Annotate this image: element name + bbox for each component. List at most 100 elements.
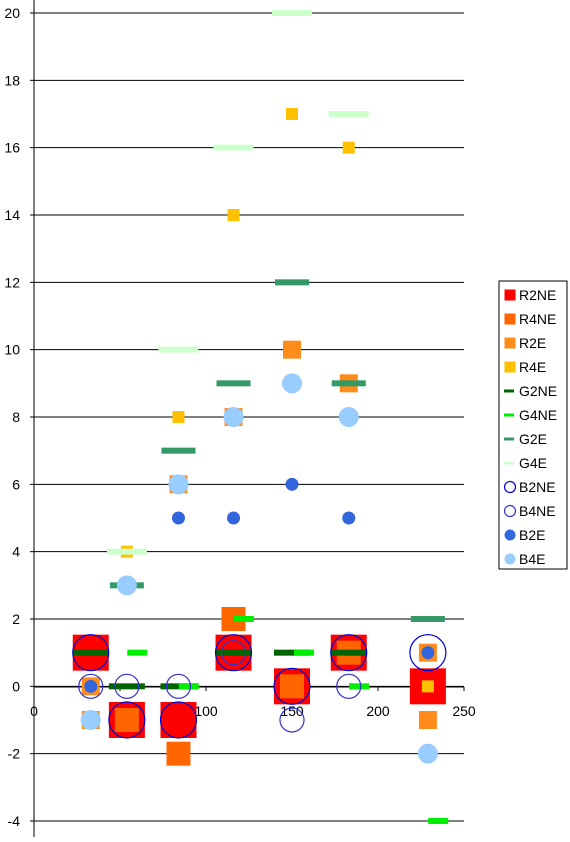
legend-swatch	[503, 504, 517, 518]
x-tick-label: 250	[452, 703, 476, 719]
series-b4ne	[78, 640, 362, 733]
legend-label: B4NE	[519, 503, 556, 519]
y-tick-label: 6	[12, 476, 20, 492]
legend-item: G2E	[504, 431, 547, 447]
legend-item: G4NE	[504, 407, 557, 423]
data-point-b4ne	[220, 640, 247, 666]
data-point-b2e	[171, 511, 185, 525]
legend-swatch	[504, 361, 516, 373]
legend-item: B2E	[504, 527, 545, 543]
legend-label: B2E	[519, 527, 545, 543]
legend-swatch	[504, 529, 516, 541]
x-tick-label: 0	[30, 703, 38, 719]
data-point-r2e	[283, 340, 301, 359]
legend-item: R4E	[504, 359, 546, 375]
legend: R2NE R4NE R2E R4E G2NE G4NE G2E G4E B2NE B4NE B2E B…	[498, 280, 568, 570]
legend-swatch	[504, 313, 516, 325]
data-point-b4e	[116, 575, 137, 596]
data-point-b4e	[417, 743, 438, 764]
y-tick-label: 8	[12, 409, 20, 425]
legend-item: B4E	[504, 551, 545, 567]
legend-item: B4NE	[503, 503, 556, 519]
legend-swatch	[504, 337, 516, 349]
legend-swatch	[503, 480, 517, 494]
data-point-r4ne	[280, 674, 304, 699]
data-point-b4e	[338, 407, 359, 427]
data-point-r4e	[286, 108, 298, 120]
data-point-r4e	[342, 141, 355, 154]
legend-swatch	[504, 437, 514, 441]
data-point-g2e	[216, 380, 251, 387]
data-point-g2e	[410, 616, 445, 622]
data-point-g4e	[106, 548, 147, 555]
series-g2ne	[72, 649, 367, 690]
y-tick-label: 10	[4, 342, 20, 358]
legend-item: G2NE	[504, 383, 557, 399]
legend-label: G2E	[519, 431, 547, 447]
data-point-b2ne	[409, 634, 447, 672]
legend-item: R2E	[504, 335, 546, 351]
y-tick-label: 2	[12, 611, 20, 627]
y-tick-label: 4	[12, 544, 20, 560]
data-point-b2ne	[108, 701, 146, 739]
data-point-b4e	[282, 373, 302, 394]
legend-item: R2NE	[504, 287, 556, 303]
legend-label: R2E	[519, 335, 546, 351]
data-point-g4ne	[428, 818, 449, 824]
y-tick-label: 20	[4, 5, 20, 21]
data-point-b4ne	[336, 673, 362, 699]
data-point-g4ne	[294, 649, 315, 656]
legend-swatch	[504, 289, 516, 301]
legend-swatch	[504, 461, 514, 465]
data-point-b2e	[84, 679, 98, 693]
legend-label: R4NE	[519, 311, 556, 327]
data-point-g4e	[272, 10, 312, 16]
legend-item: R4NE	[504, 311, 556, 327]
data-point-b4ne	[165, 673, 192, 699]
y-tick-label: 14	[4, 207, 20, 223]
series-b2e	[84, 477, 435, 693]
data-point-g2e	[161, 447, 196, 454]
y-tick-label: -4	[8, 813, 21, 829]
legend-swatch	[504, 389, 514, 393]
gridlines	[34, 12, 464, 822]
legend-label: G4E	[519, 455, 547, 471]
data-point-g2ne	[108, 683, 145, 690]
legend-swatch	[504, 413, 514, 417]
data-point-b4e	[223, 407, 244, 427]
data-point-g2ne	[160, 683, 197, 690]
data-point-r4ne	[166, 741, 191, 766]
data-point-b4e	[80, 710, 101, 730]
data-point-r4e	[421, 680, 434, 693]
legend-label: R2NE	[519, 287, 556, 303]
data-point-g4e	[328, 111, 369, 117]
series-g4e	[106, 10, 369, 555]
y-tick-label: 18	[4, 72, 20, 88]
legend-box	[498, 280, 568, 570]
legend-item: G4E	[504, 455, 547, 471]
data-point-g4ne	[127, 649, 148, 656]
data-point-r2e	[418, 711, 437, 729]
data-point-b2ne	[214, 634, 253, 672]
data-point-b4e	[168, 474, 189, 495]
legend-label: R4E	[519, 359, 546, 375]
x-tick-label: 100	[194, 703, 218, 719]
data-marks	[72, 10, 449, 824]
data-point-g4ne	[349, 683, 370, 690]
series-r4e	[120, 108, 434, 693]
data-point-b2e	[342, 511, 356, 525]
data-point-g4e	[158, 346, 199, 353]
data-point-r2ne	[160, 702, 197, 738]
data-point-g4e	[213, 144, 254, 151]
data-point-b2ne	[159, 701, 198, 739]
data-point-g2ne	[274, 649, 310, 656]
data-point-b2e	[285, 477, 299, 491]
data-point-g4ne	[233, 616, 254, 622]
x-tick-label: 150	[280, 703, 304, 719]
data-point-g2ne	[330, 649, 367, 656]
legend-swatch	[504, 553, 516, 565]
data-point-b2e	[421, 646, 435, 660]
y-tick-label: 16	[4, 140, 20, 156]
